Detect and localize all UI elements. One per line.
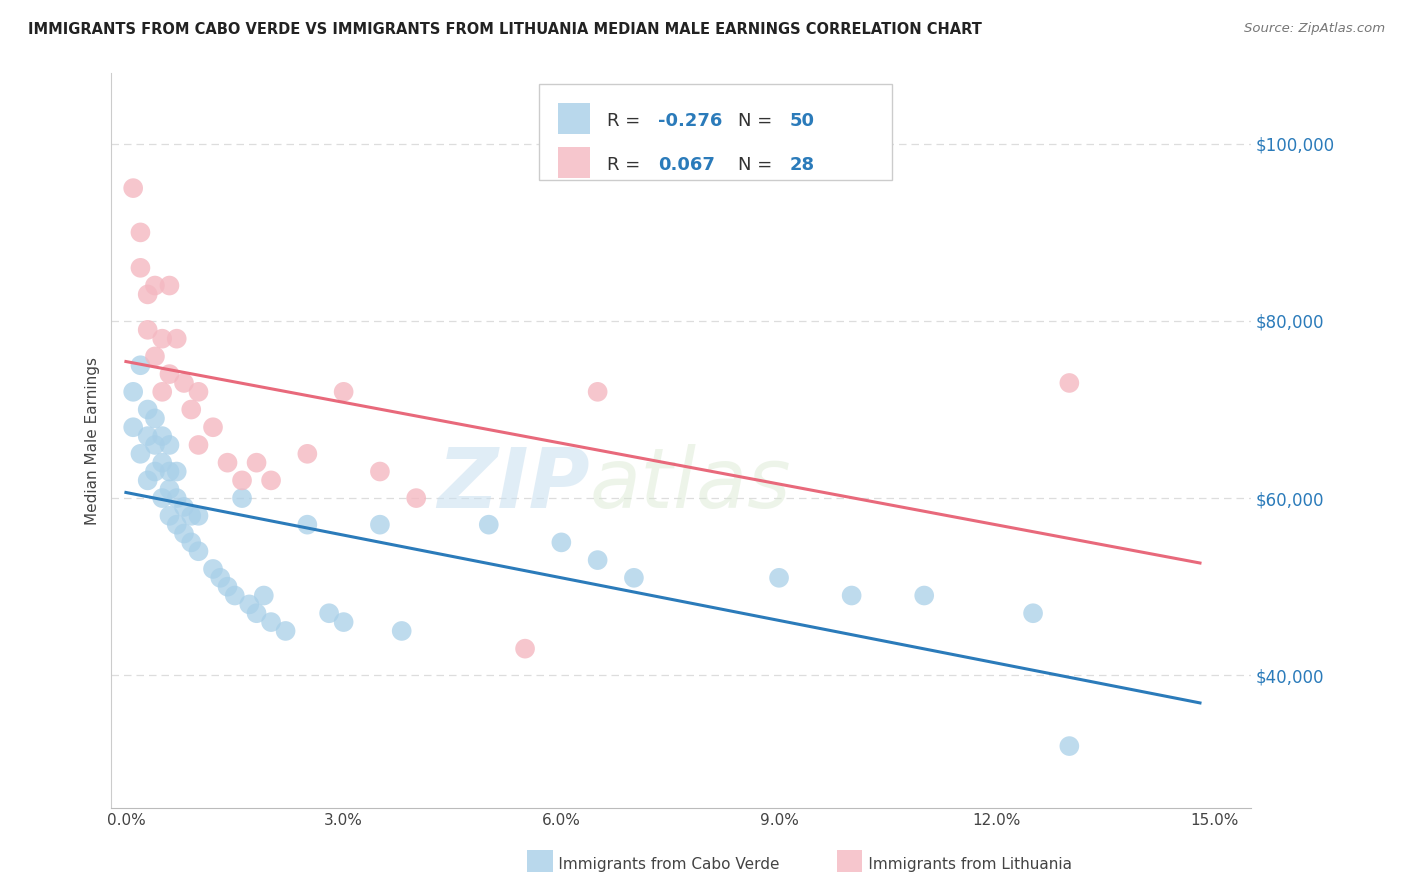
Text: 50: 50 [789, 112, 814, 129]
Point [391, 624, 413, 638]
Point [368, 517, 391, 532]
Point [180, 535, 202, 549]
Point [318, 606, 340, 620]
Text: Immigrants from Lithuania: Immigrants from Lithuania [844, 857, 1071, 872]
Point [332, 615, 354, 629]
Text: 0.067: 0.067 [658, 156, 716, 174]
Point [159, 278, 181, 293]
Point [332, 384, 354, 399]
Text: ZIP: ZIP [437, 444, 591, 525]
Bar [558, 103, 591, 134]
Point [550, 535, 572, 549]
Point [150, 456, 173, 470]
Point [159, 438, 181, 452]
Point [368, 465, 391, 479]
Point [166, 517, 188, 532]
Point [238, 598, 260, 612]
Point [1022, 606, 1045, 620]
Point [623, 571, 645, 585]
Text: R =: R = [607, 156, 645, 174]
Point [187, 508, 209, 523]
Text: Immigrants from Cabo Verde: Immigrants from Cabo Verde [534, 857, 780, 872]
Point [136, 323, 159, 337]
Point [136, 429, 159, 443]
Text: -0.276: -0.276 [658, 112, 723, 129]
Point [187, 438, 209, 452]
Point [1059, 739, 1081, 753]
Point [143, 278, 166, 293]
Point [159, 508, 181, 523]
Point [166, 491, 188, 505]
FancyBboxPatch shape [538, 84, 891, 179]
Point [173, 376, 195, 390]
Point [159, 465, 181, 479]
Point [586, 384, 609, 399]
Point [209, 571, 232, 585]
Point [245, 606, 267, 620]
Point [129, 260, 152, 275]
Text: IMMIGRANTS FROM CABO VERDE VS IMMIGRANTS FROM LITHUANIA MEDIAN MALE EARNINGS COR: IMMIGRANTS FROM CABO VERDE VS IMMIGRANTS… [28, 22, 981, 37]
Point [159, 482, 181, 496]
Point [217, 456, 239, 470]
Point [122, 384, 145, 399]
Text: 28: 28 [789, 156, 814, 174]
Point [129, 447, 152, 461]
Point [150, 491, 173, 505]
Point [912, 589, 935, 603]
Point [129, 358, 152, 372]
Point [202, 420, 225, 434]
Point [166, 332, 188, 346]
Point [136, 402, 159, 417]
Point [253, 589, 276, 603]
Point [122, 420, 145, 434]
Point [231, 474, 253, 488]
Point [297, 517, 319, 532]
Point [173, 526, 195, 541]
Point [129, 226, 152, 240]
Point [159, 367, 181, 381]
Point [187, 384, 209, 399]
Point [231, 491, 253, 505]
Y-axis label: Median Male Earnings: Median Male Earnings [86, 357, 100, 524]
Text: Source: ZipAtlas.com: Source: ZipAtlas.com [1244, 22, 1385, 36]
Point [586, 553, 609, 567]
Point [274, 624, 297, 638]
Point [260, 615, 283, 629]
Point [150, 429, 173, 443]
Point [180, 508, 202, 523]
Point [405, 491, 427, 505]
Text: N =: N = [738, 112, 778, 129]
Text: atlas: atlas [591, 444, 792, 525]
Bar [558, 147, 591, 178]
Point [297, 447, 319, 461]
Point [224, 589, 246, 603]
Point [143, 438, 166, 452]
Point [122, 181, 145, 195]
Point [150, 332, 173, 346]
Point [513, 641, 536, 656]
Point [478, 517, 501, 532]
Point [180, 402, 202, 417]
Point [841, 589, 863, 603]
Point [245, 456, 267, 470]
Point [768, 571, 790, 585]
Point [150, 384, 173, 399]
Point [1059, 376, 1081, 390]
Point [187, 544, 209, 558]
Point [173, 500, 195, 514]
Point [143, 350, 166, 364]
Point [143, 465, 166, 479]
Point [166, 465, 188, 479]
Point [143, 411, 166, 425]
Point [136, 474, 159, 488]
Point [202, 562, 225, 576]
Point [136, 287, 159, 301]
Point [217, 580, 239, 594]
Text: R =: R = [607, 112, 645, 129]
Point [260, 474, 283, 488]
Text: N =: N = [738, 156, 778, 174]
